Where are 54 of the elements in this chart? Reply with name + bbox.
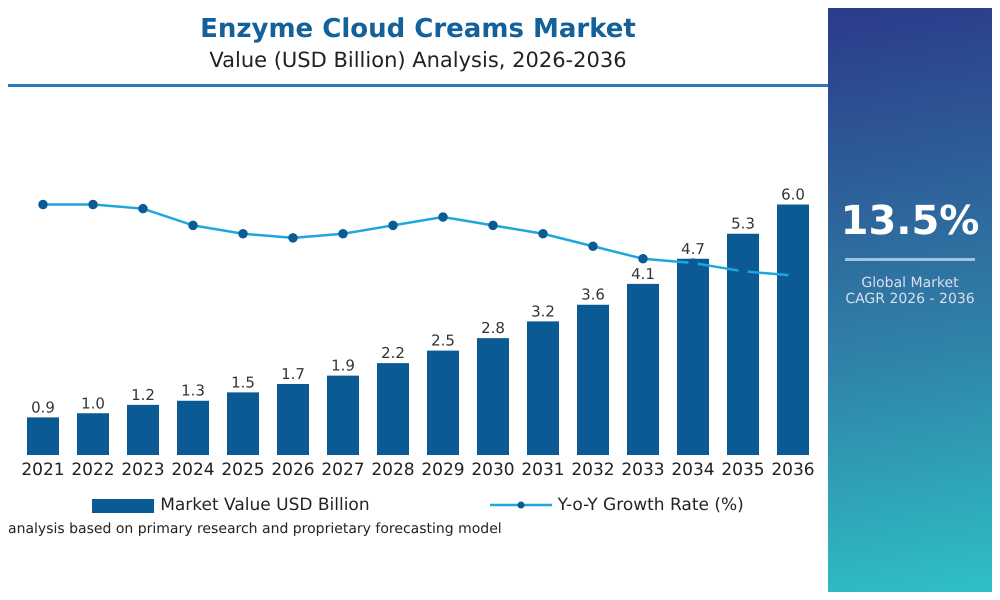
chart-subtitle: Value (USD Billion) Analysis, 2026-2036	[208, 48, 628, 72]
data-label: 0.9	[31, 398, 55, 416]
bar	[77, 413, 109, 455]
bar	[327, 376, 359, 455]
x-tick-label: 2026	[271, 460, 315, 480]
data-label: 4.7	[681, 240, 705, 258]
x-tick-label: 2032	[571, 460, 615, 480]
data-label: 2.5	[431, 332, 455, 350]
bar	[377, 363, 409, 455]
data-label: 1.2	[131, 386, 155, 404]
bar	[227, 392, 259, 455]
data-label: 1.9	[331, 356, 355, 375]
x-tick-label: 2031	[521, 460, 565, 480]
data-label: 1.3	[181, 382, 205, 400]
x-tick-label: 2028	[371, 460, 415, 480]
bar	[727, 234, 759, 455]
chart-title: Enzyme Cloud Creams Market	[199, 14, 637, 44]
x-tick-label: 2022	[71, 460, 115, 480]
data-label: 1.7	[281, 365, 305, 384]
legend-label: Y-o-Y Growth Rate (%)	[558, 495, 744, 515]
data-label: 6.0	[781, 186, 805, 204]
bar	[677, 258, 709, 455]
x-tick-label: 2024	[171, 460, 215, 480]
x-tick-label: 2023	[121, 460, 165, 480]
x-tick-label: 2033	[621, 460, 665, 480]
bar	[177, 400, 209, 455]
bar	[527, 321, 559, 455]
bar	[777, 204, 809, 455]
bar	[27, 417, 59, 455]
data-label: 2.2	[381, 344, 405, 362]
bar	[277, 384, 309, 455]
text: analysis based on primary research and proprietary forecasting model	[8, 521, 503, 537]
side-panel: 13.5% Global Market CAGR 2026 - 2036	[828, 8, 992, 592]
x-tick-label: 2030	[471, 460, 515, 480]
x-tick-label: 2035	[721, 460, 765, 480]
legend-label: Market Value USD Billion	[160, 495, 370, 515]
x-tick-label: 2021	[21, 460, 65, 480]
data-label: 3.6	[581, 286, 605, 304]
x-tick-label: 2036	[771, 460, 815, 480]
bar	[577, 304, 609, 455]
x-tick-label: 2027	[321, 460, 365, 480]
data-label: 1.0	[81, 394, 105, 412]
x-tick-label: 2025	[221, 460, 265, 480]
data-label: 5.3	[731, 214, 755, 233]
data-label: 4.1	[631, 264, 655, 283]
x-tick-label: 2029	[421, 460, 465, 480]
bar	[127, 404, 159, 455]
x-tick-label: 2034	[671, 460, 715, 480]
bar	[427, 350, 459, 455]
data-label: 2.8	[481, 319, 505, 338]
bar	[477, 338, 509, 455]
data-label: 1.5	[231, 373, 255, 392]
bar	[627, 284, 659, 455]
data-label: 3.2	[531, 302, 555, 320]
